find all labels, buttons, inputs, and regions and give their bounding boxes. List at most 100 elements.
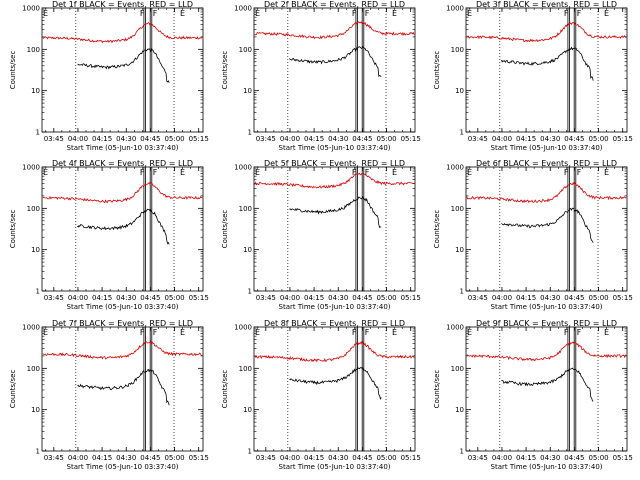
x-tick-label: 05:15 — [401, 135, 421, 143]
panel-title: Det 1f BLACK = Events, RED = LLD — [52, 0, 193, 9]
eclipse-label: E — [604, 9, 609, 18]
y-tick-label: 10 — [31, 246, 40, 254]
flare-label: F — [564, 9, 569, 18]
y-tick-label: 1000 — [234, 5, 252, 13]
lld-series-line — [42, 22, 203, 44]
y-tick-label: 10 — [243, 406, 252, 414]
y-tick-label: 100 — [27, 205, 40, 213]
plot-frame — [465, 326, 628, 452]
plot-frame — [253, 326, 416, 452]
y-tick-label: 100 — [451, 365, 464, 373]
x-tick-label: 03:45 — [44, 454, 64, 462]
eclipse-label: E — [255, 9, 260, 18]
eclipse-label: E — [467, 168, 472, 177]
x-tick-label: 04:45 — [564, 454, 584, 462]
y-tick-label: 1000 — [22, 324, 40, 332]
x-tick-label: 04:30 — [116, 294, 136, 302]
flare-label: F — [352, 328, 357, 337]
y-axis-label: Counts/sec — [221, 210, 229, 249]
x-tick-label: 04:45 — [352, 294, 372, 302]
x-tick-label: 04:15 — [92, 135, 112, 143]
eclipse-label: E — [604, 168, 609, 177]
x-tick-label: 04:30 — [540, 294, 560, 302]
lld-series-line — [466, 341, 627, 362]
lld-series-line — [254, 172, 415, 189]
y-tick-label: 1 — [460, 448, 464, 456]
y-tick-label: 1 — [248, 448, 252, 456]
y-axis-label: Counts/sec — [221, 370, 229, 409]
x-axis-label: Start Time (05-Jun-10 03:37:40) — [491, 303, 603, 311]
y-tick-label: 1 — [460, 288, 464, 296]
y-tick-label: 100 — [451, 46, 464, 54]
panel-title: Det 4f BLACK = Events, RED = LLD — [52, 159, 193, 168]
eclipse-label: E — [43, 9, 48, 18]
lld-series-line — [254, 340, 415, 363]
plot-frame — [253, 7, 416, 133]
x-tick-label: 04:30 — [116, 454, 136, 462]
x-tick-label: 05:00 — [164, 454, 184, 462]
flare-label: F — [153, 9, 158, 18]
x-tick-label: 04:15 — [304, 454, 324, 462]
eclipse-label: E — [255, 168, 260, 177]
x-tick-label: 03:45 — [468, 135, 488, 143]
y-tick-label: 1 — [36, 129, 40, 137]
x-tick-label: 04:15 — [92, 454, 112, 462]
y-axis-label: Counts/sec — [433, 210, 441, 249]
x-tick-label: 03:45 — [468, 454, 488, 462]
flare-label: F — [564, 328, 569, 337]
x-tick-label: 05:15 — [189, 454, 209, 462]
x-tick-label: 04:00 — [68, 294, 88, 302]
plot-frame — [253, 166, 416, 292]
y-tick-label: 1 — [36, 288, 40, 296]
flare-label: F — [365, 168, 370, 177]
events-series-line — [289, 366, 382, 400]
x-tick-label: 04:45 — [564, 135, 584, 143]
events-series-line — [77, 47, 170, 84]
x-tick-label: 04:30 — [328, 294, 348, 302]
x-tick-label: 04:45 — [140, 294, 160, 302]
y-axis-label: Counts/sec — [221, 51, 229, 90]
x-tick-label: 04:00 — [280, 294, 300, 302]
y-axis-label: Counts/sec — [433, 370, 441, 409]
flare-label: F — [577, 168, 582, 177]
x-tick-label: 04:45 — [352, 454, 372, 462]
events-series-line — [77, 208, 170, 245]
events-series-line — [501, 46, 594, 81]
flare-label: F — [365, 9, 370, 18]
lld-series-line — [466, 21, 627, 43]
plot-frame — [41, 326, 204, 452]
x-axis-label: Start Time (05-Jun-10 03:37:40) — [67, 303, 179, 311]
x-tick-label: 04:00 — [280, 135, 300, 143]
y-tick-label: 100 — [239, 205, 252, 213]
x-tick-label: 04:00 — [280, 454, 300, 462]
flare-label: F — [352, 168, 357, 177]
x-axis-label: Start Time (05-Jun-10 03:37:40) — [279, 303, 391, 311]
flare-label: F — [352, 9, 357, 18]
y-tick-label: 1000 — [446, 5, 464, 13]
y-axis-label: Counts/sec — [433, 51, 441, 90]
x-tick-label: 04:15 — [516, 294, 536, 302]
plot-frame — [465, 166, 628, 292]
panel-title: Det 7f BLACK = Events, RED = LLD — [52, 319, 193, 328]
y-tick-label: 10 — [31, 406, 40, 414]
x-tick-label: 03:45 — [44, 294, 64, 302]
flare-label: F — [577, 9, 582, 18]
lld-series-line — [42, 181, 203, 204]
y-tick-label: 1 — [36, 448, 40, 456]
plot-frame — [41, 7, 204, 133]
x-axis-label: Start Time (05-Jun-10 03:37:40) — [279, 463, 391, 471]
x-tick-label: 03:45 — [468, 294, 488, 302]
y-tick-label: 1000 — [234, 164, 252, 172]
flare-label: F — [564, 168, 569, 177]
x-axis-label: Start Time (05-Jun-10 03:37:40) — [491, 144, 603, 152]
x-tick-label: 04:15 — [304, 135, 324, 143]
flare-label: F — [140, 328, 145, 337]
lld-series-line — [466, 182, 627, 204]
events-series-line — [501, 207, 594, 243]
